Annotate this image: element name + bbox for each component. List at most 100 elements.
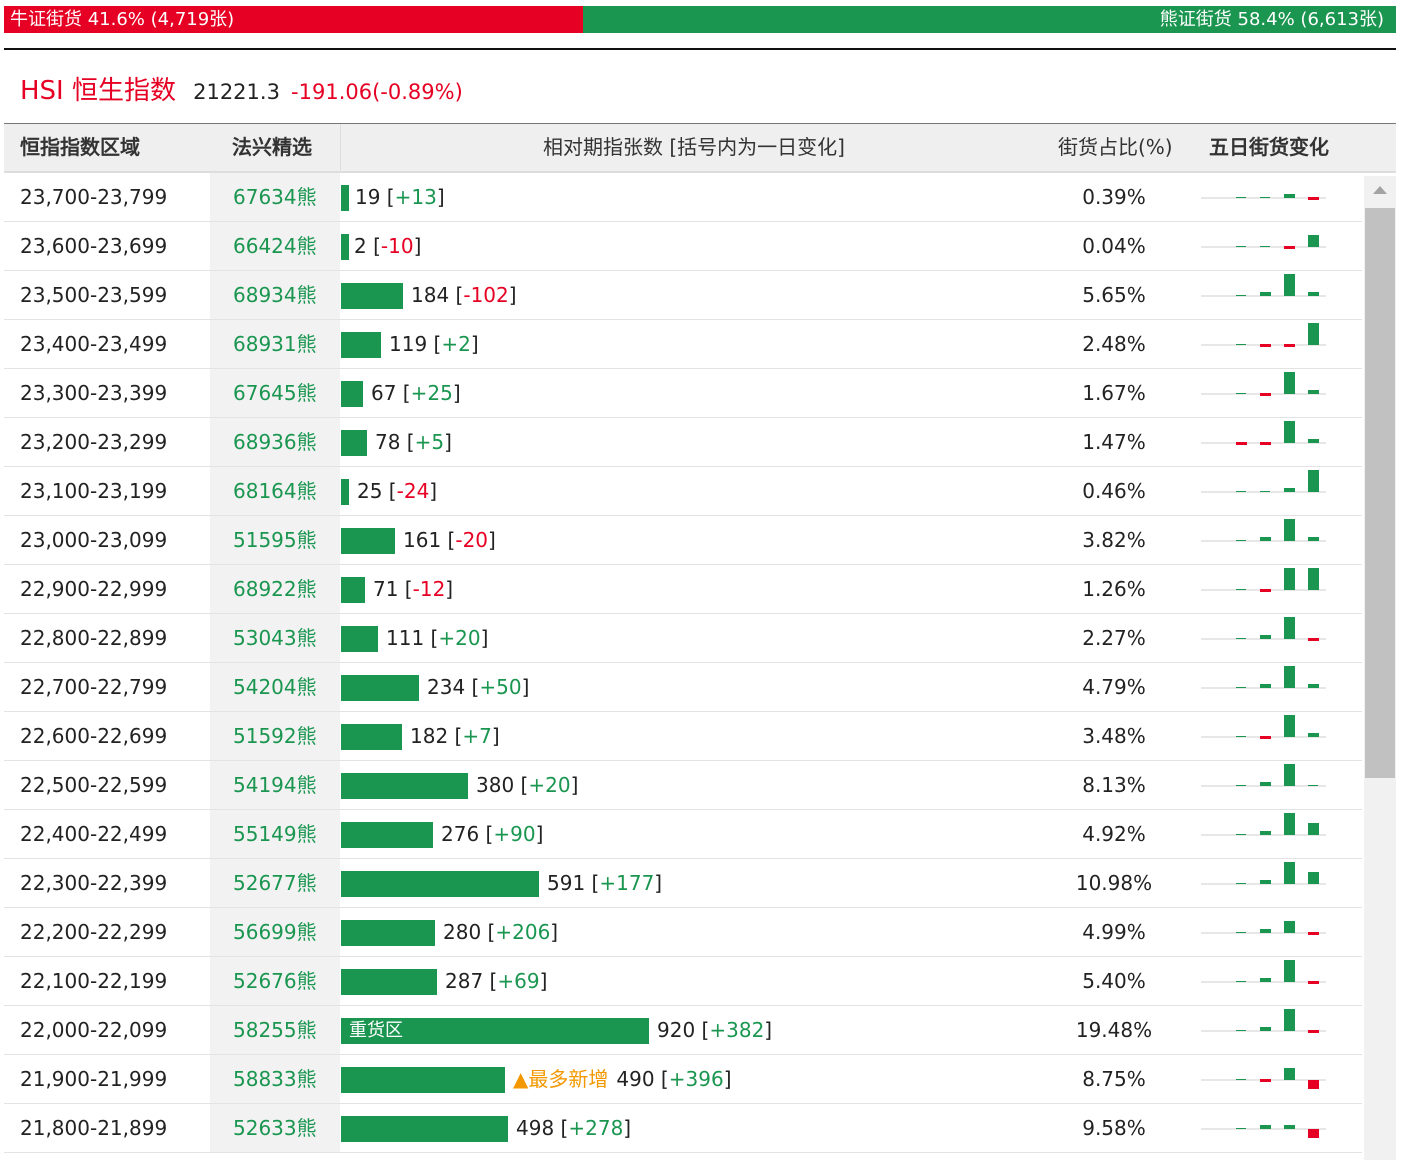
scrollbar-thumb[interactable] — [1365, 208, 1395, 778]
warrant-code-link[interactable]: 55149熊 — [233, 822, 317, 846]
contracts-bar — [341, 822, 433, 848]
pick-cell: 51592熊 — [210, 712, 340, 760]
contracts-count: 161 — [403, 528, 442, 552]
sparkline-bar — [1284, 568, 1295, 590]
header-five-day: 五日街货变化 — [1209, 135, 1329, 159]
five-day-sparkline — [1201, 1125, 1326, 1138]
warrant-code-link[interactable]: 68934熊 — [233, 283, 317, 307]
header-share: 街货占比(%) — [1058, 135, 1173, 159]
daily-change: +396 — [668, 1067, 724, 1091]
pick-cell: 68164熊 — [210, 467, 340, 515]
five-day-sparkline — [1201, 421, 1326, 445]
contracts-bar — [341, 430, 367, 456]
sparkline-bar — [1236, 1128, 1246, 1129]
contracts-count: 19 — [355, 185, 381, 209]
table-row: 23,400-23,499 68931熊 119 [+2] 2.48% — [4, 320, 1362, 369]
contracts-bar — [341, 724, 402, 750]
most-added-tag: ▲最多新增 — [513, 1067, 609, 1091]
daily-change: +206 — [495, 920, 551, 944]
contracts-count: 182 — [410, 724, 449, 748]
contracts-count: 184 — [411, 283, 450, 307]
contracts-count: 71 — [373, 577, 399, 601]
table-row: 21,900-21,999 58833熊 ▲最多新增 490 [+396] 8.75% — [4, 1055, 1362, 1104]
five-day-sparkline — [1201, 235, 1326, 249]
five-day-sparkline — [1201, 764, 1326, 787]
warrant-code-link[interactable]: 53043熊 — [233, 626, 317, 650]
sparkline-bar — [1308, 981, 1319, 984]
five-day-sparkline — [1201, 568, 1326, 592]
sparkline-bar — [1260, 880, 1271, 884]
sparkline-bar — [1236, 393, 1246, 394]
sparkline-bar — [1308, 197, 1319, 200]
warrant-code-link[interactable]: 66424熊 — [233, 234, 317, 258]
range-cell: 22,500-22,599 — [20, 773, 168, 797]
warrant-code-link[interactable]: 51595熊 — [233, 528, 317, 552]
daily-change: +69 — [497, 969, 540, 993]
pick-cell: 67645熊 — [210, 369, 340, 417]
five-day-sparkline — [1201, 666, 1326, 689]
warrant-code-link[interactable]: 52633熊 — [233, 1116, 317, 1140]
sparkline-bar — [1308, 733, 1319, 737]
sparkline-bar — [1236, 883, 1246, 884]
share-cell: 1.47% — [1082, 430, 1146, 454]
warrant-code-link[interactable]: 68922熊 — [233, 577, 317, 601]
pick-cell: 68922熊 — [210, 565, 340, 613]
share-cell: 4.79% — [1082, 675, 1146, 699]
five-day-sparkline — [1201, 960, 1326, 984]
contracts-count: 276 — [441, 822, 480, 846]
daily-change: +278 — [568, 1116, 624, 1140]
range-cell: 23,700-23,799 — [20, 185, 168, 209]
contracts-count: 920 — [657, 1018, 696, 1042]
sparkline-bar — [1236, 1030, 1246, 1031]
sparkline-bar — [1284, 715, 1295, 737]
sparkline-bar — [1284, 1068, 1295, 1080]
sparkline-bar — [1284, 246, 1295, 249]
warrant-code-link[interactable]: 68164熊 — [233, 479, 317, 503]
warrant-code-link[interactable]: 54204熊 — [233, 675, 317, 699]
warrant-code-link[interactable]: 68931熊 — [233, 332, 317, 356]
warrant-code-link[interactable]: 67634熊 — [233, 185, 317, 209]
five-day-sparkline — [1201, 813, 1326, 836]
contracts-count: 25 — [357, 479, 383, 503]
sparkline-bar — [1308, 470, 1319, 492]
contracts-value: 182 [+7] — [410, 724, 500, 748]
contracts-value: 78 [+5] — [375, 430, 452, 454]
sparkline-bar — [1236, 295, 1246, 296]
sparkline-bar — [1308, 292, 1319, 296]
five-day-sparkline — [1201, 921, 1326, 935]
sparkline-bar — [1308, 872, 1319, 884]
warrant-code-link[interactable]: 52677熊 — [233, 871, 317, 895]
sparkline-bar — [1284, 764, 1295, 786]
warrant-code-link[interactable]: 51592熊 — [233, 724, 317, 748]
table-row: 22,400-22,499 55149熊 276 [+90] 4.92% — [4, 810, 1362, 859]
table-row: 22,800-22,899 53043熊 111 [+20] 2.27% — [4, 614, 1362, 663]
sparkline-bar — [1260, 589, 1271, 592]
sparkline-bar — [1308, 1030, 1319, 1033]
share-cell: 1.67% — [1082, 381, 1146, 405]
share-cell: 1.26% — [1082, 577, 1146, 601]
warrant-code-link[interactable]: 54194熊 — [233, 773, 317, 797]
scroll-up-icon[interactable] — [1373, 186, 1387, 194]
range-cell: 22,900-22,999 — [20, 577, 168, 601]
pick-cell: 53043熊 — [210, 614, 340, 662]
share-cell: 3.48% — [1082, 724, 1146, 748]
daily-change: -12 — [412, 577, 446, 601]
sparkline-bar — [1260, 736, 1271, 739]
bear-distribution-table: 23,700-23,799 67634熊 19 [+13] 0.39% 23,600-2… — [4, 173, 1362, 1153]
warrant-code-link[interactable]: 67645熊 — [233, 381, 317, 405]
warrant-code-link[interactable]: 52676熊 — [233, 969, 317, 993]
sparkline-bar — [1236, 1079, 1246, 1080]
warrant-code-link[interactable]: 68936熊 — [233, 430, 317, 454]
sparkline-bar — [1284, 960, 1295, 982]
index-name: HSI 恒生指数 — [20, 76, 176, 106]
vertical-scrollbar[interactable] — [1364, 176, 1396, 1160]
pick-cell: 55149熊 — [210, 810, 340, 858]
warrant-code-link[interactable]: 56699熊 — [233, 920, 317, 944]
sparkline-bar — [1284, 488, 1295, 492]
sparkline-bar — [1284, 1009, 1295, 1031]
contracts-count: 591 — [547, 871, 586, 895]
sparkline-bar — [1260, 978, 1271, 982]
share-cell: 10.98% — [1075, 871, 1153, 895]
warrant-code-link[interactable]: 58833熊 — [233, 1067, 317, 1091]
warrant-code-link[interactable]: 58255熊 — [233, 1018, 317, 1042]
